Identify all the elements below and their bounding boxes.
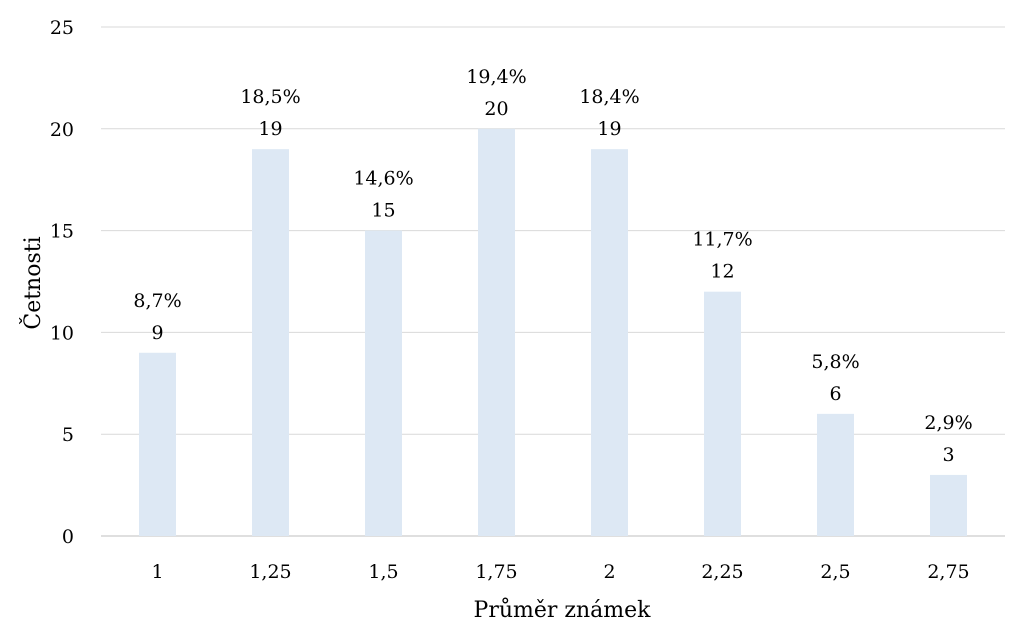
x-tick-label: 1: [151, 561, 163, 583]
value-label: 6: [829, 383, 841, 405]
bar: [591, 149, 628, 536]
percent-label: 5,8%: [811, 351, 859, 373]
bar: [365, 230, 402, 536]
value-label: 19: [258, 118, 282, 140]
data-labels: 8,7% 9 18,5% 19 14,6% 15 19,4% 20 18,4% 19 11,7% 12…: [133, 66, 972, 466]
value-label: 19: [597, 118, 621, 140]
percent-label: 14,6%: [353, 168, 413, 190]
percent-label: 2,9%: [924, 412, 972, 434]
x-tick-label: 1,5: [368, 561, 398, 583]
bar: [930, 474, 967, 536]
value-label: 12: [710, 261, 734, 283]
value-label: 20: [484, 98, 508, 120]
y-axis-title: Četnosti: [19, 236, 46, 329]
value-label: 15: [371, 200, 395, 222]
percent-label: 19,4%: [466, 66, 526, 88]
y-axis-ticks: 0 5 10 15 20 25: [50, 17, 74, 548]
x-tick-label: 1,75: [475, 561, 517, 583]
value-label: 3: [942, 444, 954, 466]
y-tick-label: 25: [50, 17, 74, 39]
y-tick-label: 0: [62, 526, 74, 548]
x-tick-label: 2,75: [927, 561, 969, 583]
value-label: 9: [151, 322, 163, 344]
x-tick-label: 1,25: [249, 561, 291, 583]
percent-label: 18,4%: [579, 86, 639, 108]
percent-label: 8,7%: [133, 290, 181, 312]
x-axis-title: Průměr známek: [474, 596, 652, 623]
y-tick-label: 20: [50, 119, 74, 141]
y-tick-label: 5: [62, 424, 74, 446]
x-tick-label: 2: [603, 561, 615, 583]
percent-label: 18,5%: [240, 86, 300, 108]
bar: [252, 149, 289, 536]
x-axis-ticks: 1 1,25 1,5 1,75 2 2,25 2,5 2,75: [151, 561, 969, 583]
y-tick-label: 15: [50, 221, 74, 243]
bar: [704, 291, 741, 536]
y-tick-label: 10: [50, 322, 74, 344]
x-tick-label: 2,25: [701, 561, 743, 583]
bar: [817, 413, 854, 536]
gridlines: [101, 26, 1005, 537]
bar: [139, 352, 176, 536]
percent-label: 11,7%: [692, 229, 752, 251]
bar: [478, 128, 515, 537]
x-tick-label: 2,5: [820, 561, 850, 583]
bars: [139, 128, 967, 537]
